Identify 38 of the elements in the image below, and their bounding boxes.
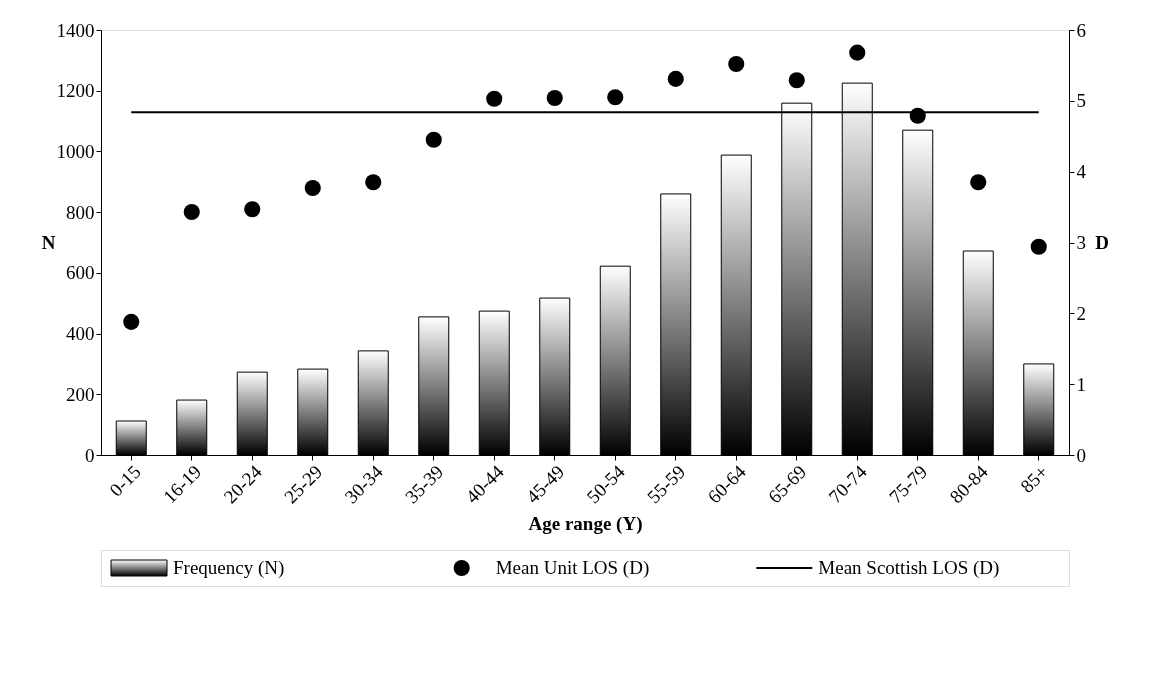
x-tick-label: 85+ bbox=[1016, 461, 1053, 497]
point bbox=[425, 131, 442, 148]
point bbox=[123, 313, 140, 330]
legend-label: Mean Unit LOS (D) bbox=[495, 557, 650, 579]
x-axis-title: Age range (Y) bbox=[528, 513, 643, 536]
y-tick-label: 1400 bbox=[56, 19, 95, 41]
y-tick-label: 600 bbox=[66, 262, 95, 284]
y2-tick-label: 2 bbox=[1076, 302, 1086, 324]
x-tick-label: 0-15 bbox=[105, 461, 145, 501]
y2-tick-label: 0 bbox=[1076, 444, 1086, 466]
point bbox=[546, 89, 563, 107]
point bbox=[244, 201, 261, 218]
y-axis-title: N bbox=[41, 232, 56, 253]
y2-tick-label: 5 bbox=[1076, 90, 1086, 112]
y-tick-label: 1000 bbox=[56, 140, 95, 162]
y2-tick-label: 6 bbox=[1076, 19, 1086, 41]
y-tick-label: 1200 bbox=[56, 80, 95, 102]
point bbox=[849, 44, 866, 61]
point bbox=[970, 174, 987, 191]
y-tick-label: 0 bbox=[85, 444, 95, 466]
y2-tick-label: 1 bbox=[1076, 373, 1086, 395]
point bbox=[183, 204, 200, 221]
y2-axis-title: D bbox=[1095, 232, 1109, 253]
legend-label: Frequency (N) bbox=[173, 557, 285, 579]
legend-label: Mean Scottish LOS (D) bbox=[818, 557, 1000, 579]
point bbox=[1030, 238, 1047, 255]
point bbox=[788, 72, 805, 89]
point bbox=[365, 174, 382, 191]
y2-tick-label: 3 bbox=[1076, 232, 1086, 253]
point bbox=[607, 89, 624, 106]
point bbox=[304, 179, 321, 196]
point bbox=[486, 90, 503, 107]
y-tick-label: 200 bbox=[66, 383, 95, 405]
y-tick-label: 800 bbox=[66, 201, 95, 223]
point bbox=[728, 55, 745, 73]
point bbox=[667, 70, 684, 87]
y2-tick-label: 4 bbox=[1076, 161, 1087, 183]
y-tick-label: 400 bbox=[66, 323, 95, 345]
